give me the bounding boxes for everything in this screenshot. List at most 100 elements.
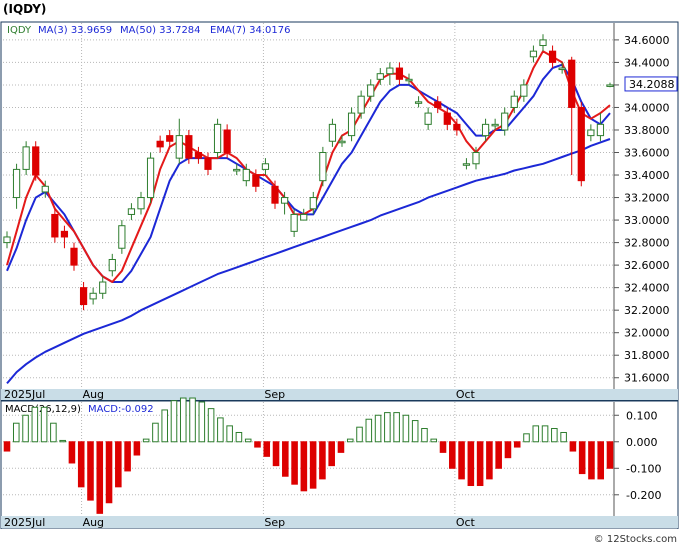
macd-bar-positive [59, 439, 66, 443]
ma50-line [6, 138, 611, 385]
candle-down [156, 140, 164, 148]
candle-up [481, 123, 490, 137]
macd-bar-negative [486, 441, 493, 480]
candle-down [166, 135, 174, 142]
macd-bar-negative [3, 441, 11, 452]
date-band-price [1, 389, 678, 400]
macd-bar-positive [152, 422, 159, 443]
legend-symbol: IQDY [7, 25, 32, 36]
candle-up [233, 168, 241, 172]
candle-up [300, 213, 308, 221]
price-tick-label: 31.6000 [624, 372, 670, 385]
price-tick-label: 33.6000 [624, 147, 670, 160]
macd-tick-label: -0.100 [626, 462, 661, 475]
candle-down [204, 157, 212, 170]
macd-bar-negative [124, 441, 131, 472]
macd-bar-negative [68, 441, 76, 464]
macd-date-label: Aug [83, 516, 104, 529]
candle-down [223, 129, 231, 154]
candle-down [32, 146, 40, 176]
macd-bar-negative [606, 441, 614, 469]
macd-tick-label: 0.100 [626, 409, 658, 422]
macd-bar-positive [393, 412, 400, 443]
macd-date-label: 2025Jul [4, 516, 45, 529]
candle-up [558, 67, 566, 71]
macd-legend-value: MACD:-0.092 [88, 404, 154, 415]
candle-down [577, 106, 585, 182]
candle-up [319, 152, 327, 182]
candle-up [367, 84, 375, 97]
price-panel [0, 21, 679, 401]
candle-down [51, 213, 59, 238]
macd-bar-positive [217, 417, 224, 443]
candle-up [89, 292, 97, 300]
candles-group [3, 34, 614, 311]
candle-up [606, 84, 614, 87]
price-tick-label: 34.0000 [624, 101, 670, 114]
candle-up [309, 197, 317, 210]
date-band-macd [1, 516, 678, 528]
macd-bar-positive [560, 431, 567, 443]
macd-bar-negative [291, 441, 298, 485]
candle-up [242, 168, 250, 182]
candle-up [22, 146, 30, 170]
price-tick-label: 33.8000 [624, 124, 670, 137]
macd-bar-negative [504, 441, 512, 459]
price-tick-label: 32.2000 [624, 304, 670, 317]
price-axis-ticks: 31.6000 31.8000 32.0000 32.2000 32.4000 32.60… [613, 23, 670, 389]
candle-down [79, 287, 88, 306]
macd-bar-positive [22, 414, 29, 443]
ma50-line-group [6, 138, 611, 385]
price-tick-label: 32.6000 [624, 259, 670, 272]
candle-down [548, 50, 557, 63]
macd-bar-positive [161, 409, 168, 443]
macd-bar-negative [597, 441, 605, 480]
macd-bar-positive [170, 400, 178, 443]
price-date-label: Oct [456, 388, 476, 401]
candle-up [118, 225, 126, 249]
candle-up [376, 73, 384, 80]
macd-bar-negative [495, 441, 502, 469]
candle-up [587, 129, 595, 137]
macd-bar-negative [458, 441, 465, 480]
candle-up [213, 123, 222, 154]
macd-bar-negative [439, 441, 447, 453]
macd-bar-positive [189, 397, 196, 443]
macd-bar-positive [207, 408, 215, 443]
macd-bar-positive [374, 414, 382, 443]
candle-up [3, 236, 11, 244]
last-price-badge: 34.2088 [624, 76, 678, 92]
ma3-line-group [6, 50, 611, 283]
candle-up [261, 163, 270, 170]
candle-down [185, 135, 193, 159]
macd-bar-positive [365, 418, 373, 443]
candle-up [386, 67, 394, 75]
macd-bar-negative [588, 441, 595, 480]
macd-bar-negative [105, 441, 113, 504]
macd-bar-positive [244, 438, 252, 443]
price-date-label: Aug [83, 388, 104, 401]
macd-bar-positive [179, 397, 187, 443]
macd-bar-negative [77, 441, 85, 488]
candle-up [108, 258, 116, 272]
macd-bar-positive [523, 433, 530, 443]
macd-bar-negative [115, 441, 122, 488]
candle-up [424, 112, 432, 125]
candle-down [434, 101, 442, 108]
macd-axis-ticks: -0.200 -0.100 0.000 0.100 [613, 402, 661, 516]
candle-down [271, 185, 279, 204]
candle-down [443, 112, 451, 125]
macd-bar-positive [411, 420, 419, 443]
macd-bar-positive [31, 406, 39, 443]
macd-bar-negative [513, 441, 521, 448]
price-tick-label: 32.8000 [624, 237, 670, 250]
legend-ma50: MA(50) 33.7284 [120, 25, 201, 36]
macd-bar-positive [226, 425, 233, 443]
price-tick-label: 34.6000 [624, 34, 670, 47]
candle-up [405, 78, 413, 82]
macd-bar-negative [319, 441, 326, 480]
macd-bar-positive [12, 422, 20, 443]
macd-bar-positive [40, 406, 48, 443]
candle-up [491, 123, 499, 127]
macd-bar-positive [50, 422, 57, 443]
